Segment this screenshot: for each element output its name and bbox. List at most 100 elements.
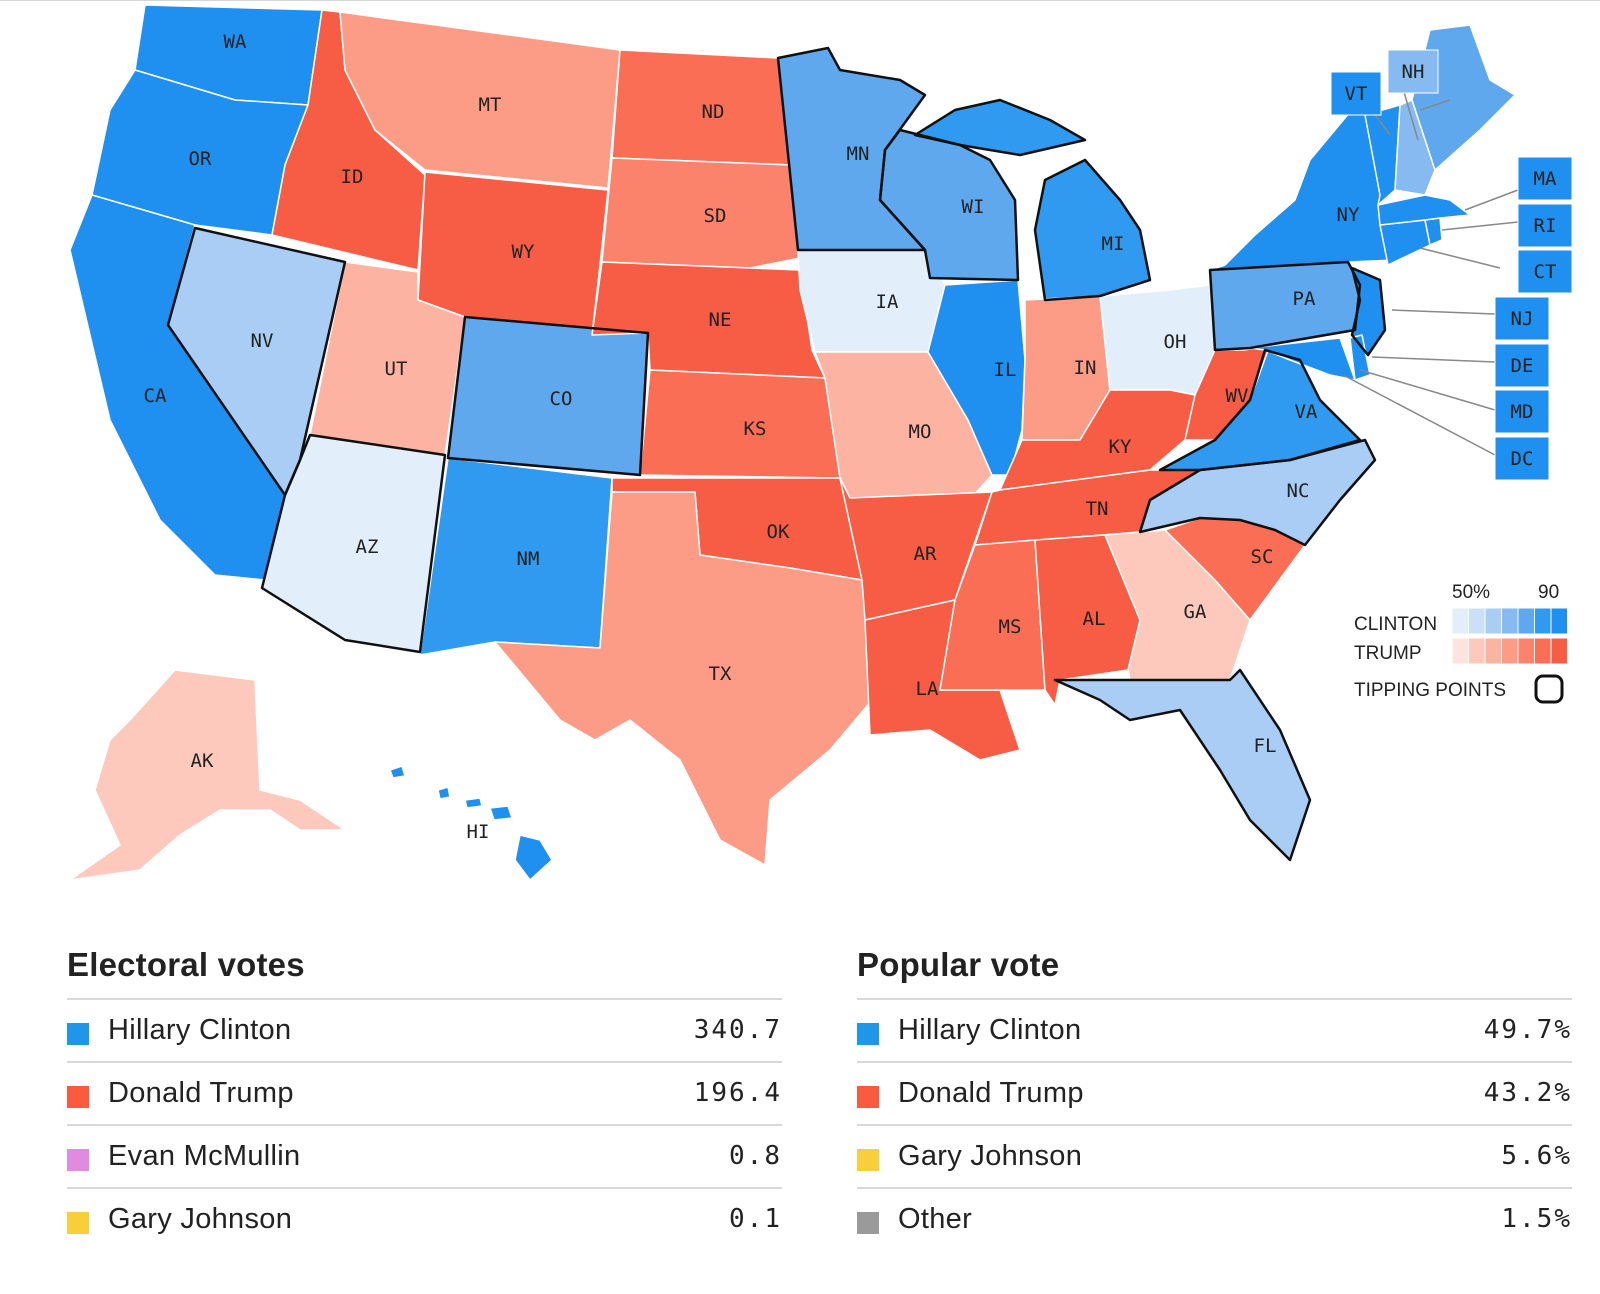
state-TX[interactable] — [494, 491, 873, 866]
trump-scale-step — [1484, 637, 1502, 665]
label-IL: IL — [994, 359, 1017, 381]
popular-vote-title: Popular vote — [857, 946, 1060, 983]
state-HI-4[interactable] — [489, 805, 513, 821]
callout-DC[interactable]: DC — [1494, 436, 1550, 481]
callout-MD[interactable]: MD — [1494, 389, 1550, 434]
top-divider — [0, 0, 1600, 1]
callout-box-DC[interactable] — [1494, 436, 1550, 481]
label-MT: MT — [479, 94, 502, 116]
popular-value: 43.2% — [1483, 1078, 1572, 1108]
label-HI: HI — [467, 821, 490, 843]
candidate-name: Hillary Clinton — [108, 1014, 292, 1046]
callout-CT[interactable]: CT — [1517, 249, 1573, 294]
callout-box-NH[interactable] — [1387, 49, 1439, 94]
state-KS[interactable] — [639, 369, 841, 479]
state-NH[interactable] — [1394, 99, 1436, 196]
candidate-name: Gary Johnson — [108, 1203, 293, 1235]
legend-tipping-label: TIPPING POINTS — [1354, 680, 1506, 701]
state-labels: WA OR CA NV ID MT WY UT AZ CO NM ND SD N… — [144, 31, 1360, 843]
state-CO[interactable] — [447, 316, 649, 476]
legend-tipping-icon — [1534, 674, 1564, 704]
clinton-scale-step — [1451, 607, 1469, 635]
callout-box-RI[interactable] — [1517, 203, 1573, 248]
candidate-name: Gary Johnson — [898, 1140, 1083, 1172]
popular-row: Other 1.5% — [857, 1189, 1572, 1250]
callout-box-MD[interactable] — [1494, 389, 1550, 434]
state-HI-1[interactable] — [389, 765, 406, 779]
clinton-scale-step — [1534, 607, 1552, 635]
callout-label-DE: DE — [1511, 355, 1534, 377]
tipping-outline-MI — [913, 98, 1087, 157]
label-SC: SC — [1251, 546, 1274, 568]
callout-RI[interactable]: RI — [1517, 203, 1573, 248]
callout-box-DE[interactable] — [1494, 343, 1550, 388]
us-electoral-map: WA OR CA NV ID MT WY UT AZ CO NM ND SD N… — [69, 4, 1573, 881]
trump-scale-step — [1501, 637, 1519, 665]
electoral-votes-title: Electoral votes — [67, 946, 305, 983]
callout-label-RI: RI — [1534, 215, 1557, 237]
state-OH[interactable] — [1099, 284, 1216, 396]
label-NY: NY — [1337, 204, 1360, 226]
label-NC: NC — [1287, 480, 1310, 502]
candidate-name: Other — [898, 1203, 973, 1235]
label-UT: UT — [385, 358, 408, 380]
state-HI-2[interactable] — [437, 786, 451, 800]
callout-NH[interactable]: NH — [1387, 49, 1439, 94]
state-HI-3[interactable] — [464, 797, 483, 809]
tipping-outline-PA — [1208, 260, 1362, 352]
state-MA[interactable] — [1377, 194, 1471, 226]
callout-DE[interactable]: DE — [1494, 343, 1550, 388]
label-WV: WV — [1226, 385, 1249, 407]
state-SD[interactable] — [601, 157, 801, 269]
state-DE[interactable] — [1349, 334, 1371, 381]
candidate-name: Donald Trump — [898, 1077, 1084, 1109]
state-AK[interactable] — [69, 669, 346, 881]
callout-label-DC: DC — [1511, 448, 1534, 470]
tipping-outline-FL — [1053, 668, 1312, 862]
callout-label-NH: NH — [1402, 61, 1425, 83]
trump-scale-step — [1550, 637, 1568, 665]
candidate-swatch — [67, 1212, 89, 1234]
label-TX: TX — [709, 663, 732, 685]
legend-clinton-scale — [1451, 607, 1568, 635]
state-CT[interactable] — [1379, 219, 1431, 266]
tipping-outline-NJ — [1350, 266, 1387, 357]
electoral-row: Donald Trump 196.4 — [67, 1063, 782, 1126]
callout-box-NJ[interactable] — [1494, 296, 1550, 341]
label-GA: GA — [1184, 601, 1207, 623]
legend-scale-high: 90 — [1538, 582, 1559, 603]
label-NM: NM — [517, 548, 540, 570]
state-ME[interactable] — [1411, 24, 1516, 171]
clinton-scale-step — [1550, 607, 1568, 635]
callout-VT[interactable]: VT — [1330, 71, 1382, 116]
label-LA: LA — [916, 678, 939, 700]
state-FL[interactable] — [1054, 669, 1311, 861]
candidate-swatch — [67, 1086, 89, 1108]
candidate-swatch — [857, 1212, 879, 1234]
electoral-value: 0.1 — [729, 1204, 782, 1234]
label-WI: WI — [962, 196, 985, 218]
callout-MA[interactable]: MA — [1517, 156, 1573, 201]
label-IA: IA — [876, 291, 899, 313]
state-HI-5[interactable] — [514, 834, 553, 881]
candidate-swatch — [857, 1023, 879, 1045]
callout-box-MA[interactable] — [1517, 156, 1573, 201]
callout-box-CT[interactable] — [1517, 249, 1573, 294]
candidate-swatch — [67, 1149, 89, 1171]
label-OK: OK — [767, 521, 790, 543]
tipping-outline-AZ — [260, 433, 447, 654]
label-CA: CA — [144, 385, 167, 407]
state-VT[interactable] — [1364, 104, 1401, 206]
callout-label-MA: MA — [1534, 168, 1557, 190]
clinton-scale-step — [1484, 607, 1502, 635]
state-PA[interactable] — [1209, 261, 1361, 351]
state-NY[interactable] — [1209, 109, 1396, 271]
state-MI[interactable] — [1034, 159, 1151, 301]
callout-box-VT[interactable] — [1330, 71, 1382, 116]
popular-title-rule — [857, 998, 1572, 1000]
candidate-name: Hillary Clinton — [898, 1014, 1082, 1046]
state-IA[interactable] — [797, 249, 946, 353]
clinton-scale-step — [1468, 607, 1486, 635]
callout-NJ[interactable]: NJ — [1494, 296, 1550, 341]
tipping-outline-CO — [446, 315, 650, 477]
